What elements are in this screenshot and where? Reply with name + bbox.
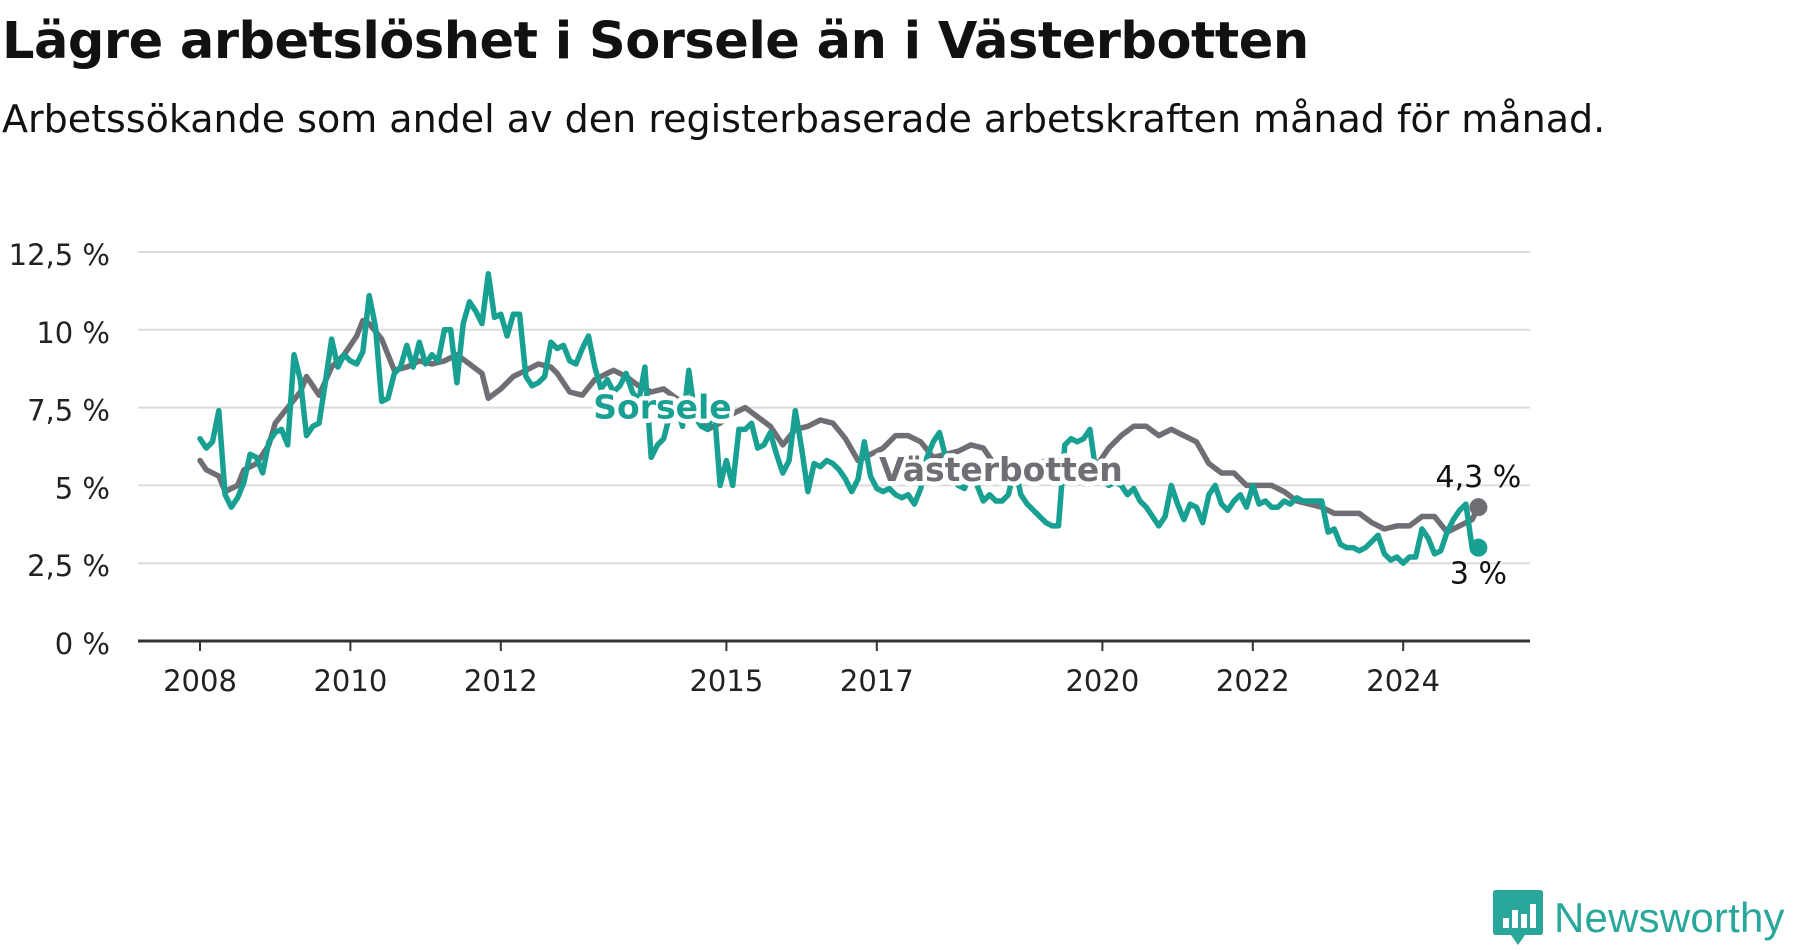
series-name-label-sorsele: Sorsele [593,388,731,427]
brand: Newsworthy [1492,886,1785,950]
series-end-value-label: 4,3 % [1436,460,1522,495]
grid-layer [138,251,1530,651]
y-tick-label: 12,5 % [9,238,110,272]
y-tick-label: 10 % [36,316,110,350]
series-line-sorsele [197,271,1482,566]
series-end-marker [1469,498,1488,517]
x-tick-label: 2024 [1366,664,1440,698]
newsworthy-chart-bubble-icon [1493,890,1543,945]
series-end-value-label: 3 % [1450,557,1507,592]
x-tick-label: 2012 [464,664,538,698]
label-layer: 4,3 % 3 % Sorsele Västerbotten [589,383,1522,592]
brand-name: Newsworthy [1554,894,1785,941]
x-tick-label: 2020 [1065,664,1139,698]
chart-title: Lägre arbetslöshet i Sorsele än i Väster… [2,12,1309,71]
y-tick-label: 0 % [55,627,110,661]
x-tick-label: 2022 [1216,664,1290,698]
x-tick-label: 2015 [689,664,763,698]
tick-label-layer: 0 % 2,5 % 5 % 7,5 % 10 % 12,5 % 2008 2010 2012 20… [9,238,1440,698]
chart-subtitle: Arbetssökande som andel av den registerb… [2,97,1606,141]
series-line-v-sterbotten [197,317,1482,535]
x-tick-label: 2010 [313,664,387,698]
series-name-label-v-sterbotten: Västerbotten [879,450,1123,489]
series-layer [197,271,1482,566]
x-tick-label: 2008 [163,664,237,698]
series-end-marker [1469,538,1488,557]
x-tick-label: 2017 [840,664,914,698]
y-tick-label: 7,5 % [27,394,110,428]
y-tick-label: 2,5 % [27,549,110,583]
y-tick-label: 5 % [55,471,110,505]
